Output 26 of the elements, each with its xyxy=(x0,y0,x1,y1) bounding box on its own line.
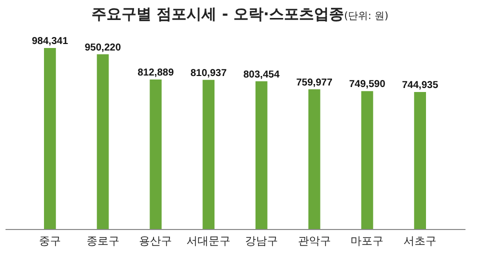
x-tick-label: 관악구 xyxy=(298,234,331,248)
bar xyxy=(414,92,426,229)
data-label: 950,220 xyxy=(84,42,122,54)
x-tick-label: 중구 xyxy=(38,234,61,248)
bar xyxy=(150,80,162,229)
x-tick-label: 마포구 xyxy=(350,234,384,248)
data-label: 810,937 xyxy=(190,68,228,79)
data-label: 749,590 xyxy=(349,79,386,90)
data-label: 744,935 xyxy=(402,80,439,92)
chart-title: 주요구별 점포시세 - 오락·스포츠업종 xyxy=(92,5,344,23)
x-tick-label: 서대문구 xyxy=(186,234,231,248)
data-label: 759,977 xyxy=(296,77,333,88)
chart-subtitle: (단위: 원) xyxy=(344,11,388,22)
bar xyxy=(96,54,109,229)
bar xyxy=(361,91,374,229)
x-tick-label: 종로구 xyxy=(86,234,120,248)
x-tick-label: 용산구 xyxy=(139,234,172,248)
x-tick-label: 강남구 xyxy=(244,234,278,248)
bar xyxy=(44,48,56,229)
data-label: 984,341 xyxy=(32,36,68,47)
bar xyxy=(255,81,268,229)
bar xyxy=(308,89,320,229)
data-label: 803,454 xyxy=(243,69,280,80)
data-label: 812,889 xyxy=(138,68,174,79)
x-tick-label: 서초구 xyxy=(404,234,437,248)
bar xyxy=(202,80,215,229)
